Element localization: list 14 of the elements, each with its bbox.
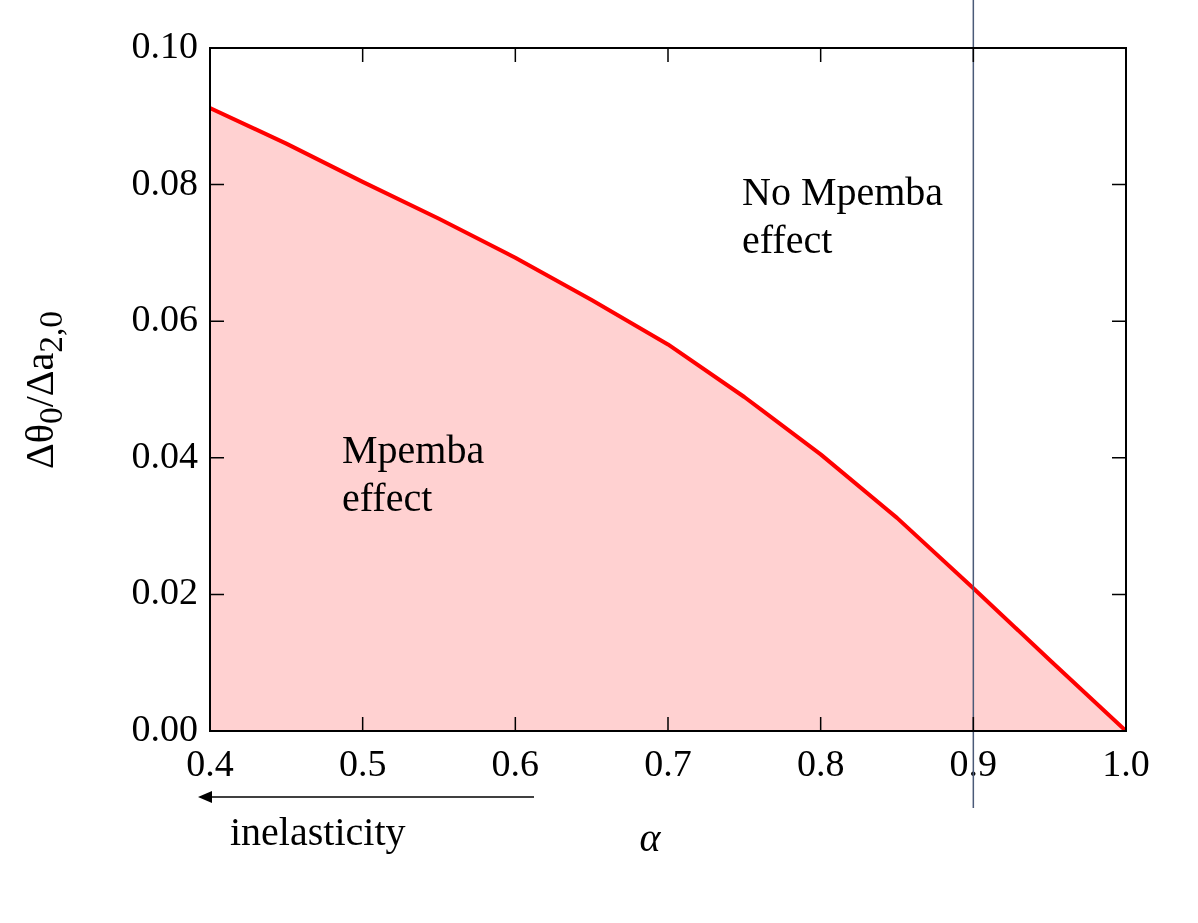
x-tick-label: 0.5 — [338, 741, 387, 784]
annotation: Mpemba effect — [342, 426, 486, 522]
text: inelasticity — [230, 808, 407, 856]
y-tick-label: 0.06 — [131, 297, 198, 340]
y-tick-label: 0.02 — [131, 570, 198, 613]
x-tick-label: 0.8 — [796, 741, 845, 784]
y-tick-label: 0.10 — [131, 23, 198, 66]
y-tick-label: 0.04 — [131, 433, 198, 476]
x-tick-label: 0.6 — [491, 741, 540, 784]
y-tick-label: 0.08 — [131, 160, 198, 203]
x-axis-title: α — [638, 814, 662, 861]
x-tick-label: 0.7 — [644, 741, 692, 784]
annotation: No Mpemba effect — [742, 168, 945, 264]
x-tick-label: 1.0 — [1102, 741, 1150, 784]
